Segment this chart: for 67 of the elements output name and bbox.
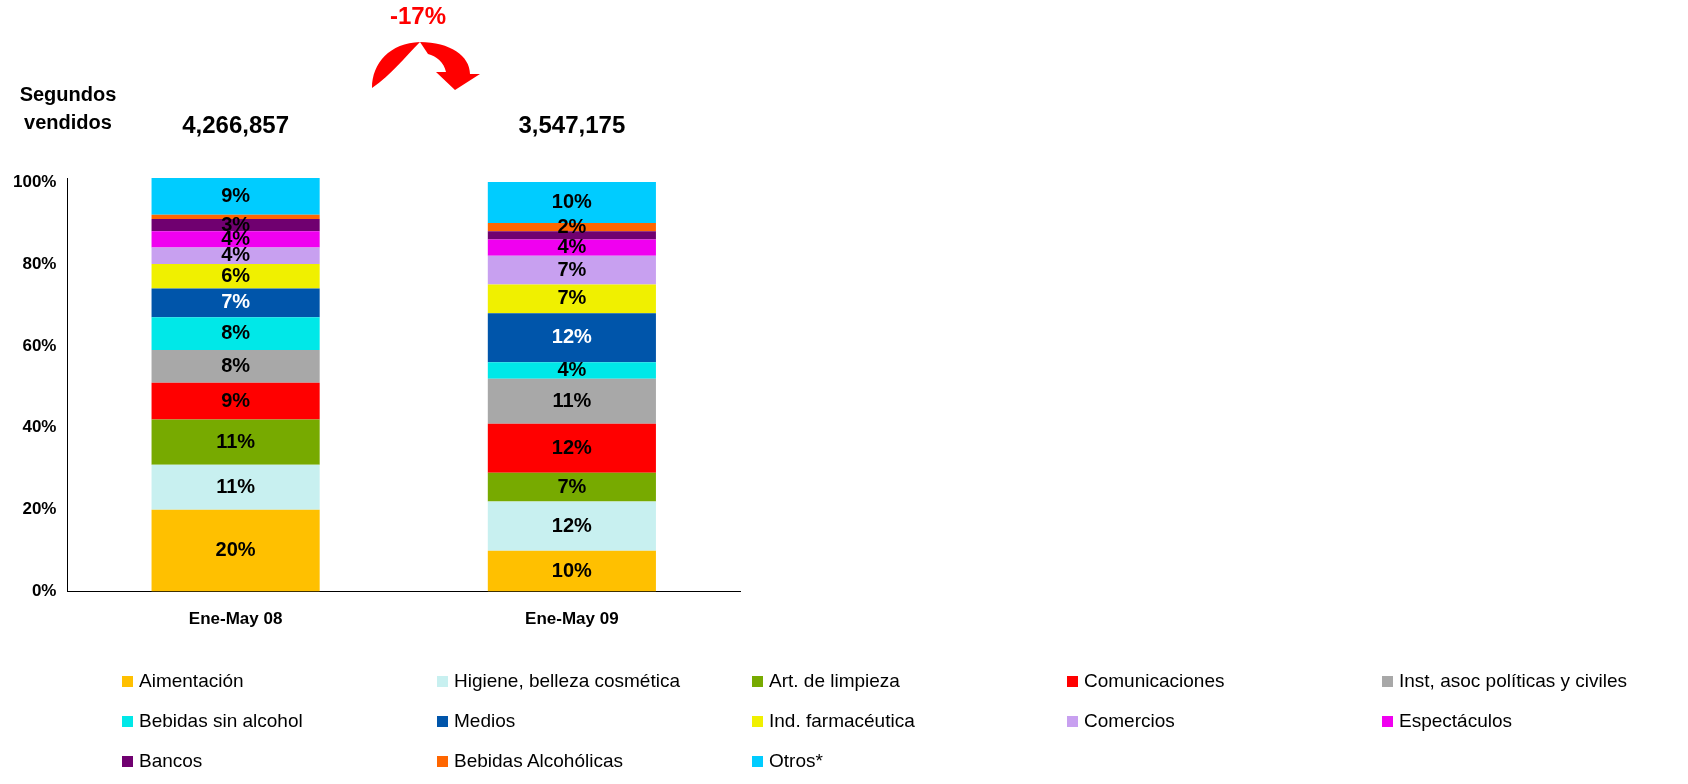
bar [487,313,656,363]
bar [487,255,656,285]
bar [151,231,320,248]
legend-label: Espectáculos [1399,710,1513,732]
text: -17% [390,2,447,30]
bar [487,550,656,592]
y-tick-label: 40% [22,417,57,437]
x-tick-label: Ene-May 08 [188,609,283,629]
bar [487,378,656,424]
legend-label: Bebidas sin alcohol [139,710,303,732]
bar [151,178,320,215]
data-label: 7% [557,286,587,309]
bar [151,509,320,592]
data-label: 6% [221,263,251,286]
data-label: 20% [215,538,256,561]
legend-label: Aimentación [139,670,244,692]
bar [487,239,656,256]
y-tick-label: 20% [22,499,57,519]
legend-label: Higiene, belleza cosmética [454,670,681,692]
legend-label: Comunicaciones [1084,670,1225,692]
data-label: 4% [557,357,587,380]
data-label: 4% [557,235,587,258]
text: 3,547,175 [518,110,626,138]
bar [151,288,320,318]
data-label: 9% [221,183,251,206]
bar [151,214,320,219]
bar [151,419,320,465]
text: 4,266,857 [182,110,289,138]
data-label: 12% [551,513,593,536]
legend-label: Art. de limpieza [769,670,900,692]
y-axis-title: Segundos vendidos [18,82,118,135]
y-tick-label: 100% [13,171,57,191]
bar [151,382,320,420]
bar [487,362,656,379]
bar [487,231,656,240]
data-label: 12% [551,325,593,348]
bar [487,501,656,551]
data-label: 12% [551,435,593,458]
bar [151,264,320,289]
legend-label: Bancos [139,750,203,772]
bar [487,423,656,473]
data-label: 7% [221,290,251,313]
legend-label: Bebidas Alcohólicas [454,750,623,772]
data-label: 8% [221,353,251,376]
bar [487,472,656,502]
data-label: 11% [552,388,592,411]
x-tick-label: Ene-May 09 [525,609,619,629]
data-label: 10% [551,558,593,581]
data-label: 8% [221,321,251,344]
bar [151,317,320,350]
legend-label: Inst, asoc políticas y civiles [1399,670,1628,692]
y-tick-label: 80% [22,253,57,273]
y-tick-label: 0% [31,581,57,601]
data-label: 10% [551,190,593,213]
data-label: 9% [221,388,251,411]
legend-label: Otros* [769,750,823,772]
legend-label: Ind. farmacéutica [769,710,915,732]
legend-label: Medios [454,710,516,732]
y-tick-label: 60% [22,335,57,355]
data-label: 11% [216,429,256,452]
bar [487,284,656,314]
data-label: 7% [557,474,587,497]
bar [151,464,320,510]
bar [151,349,320,383]
data-label: 7% [557,257,587,280]
data-label: 11% [216,474,256,497]
legend-label: Comercios [1084,710,1175,732]
